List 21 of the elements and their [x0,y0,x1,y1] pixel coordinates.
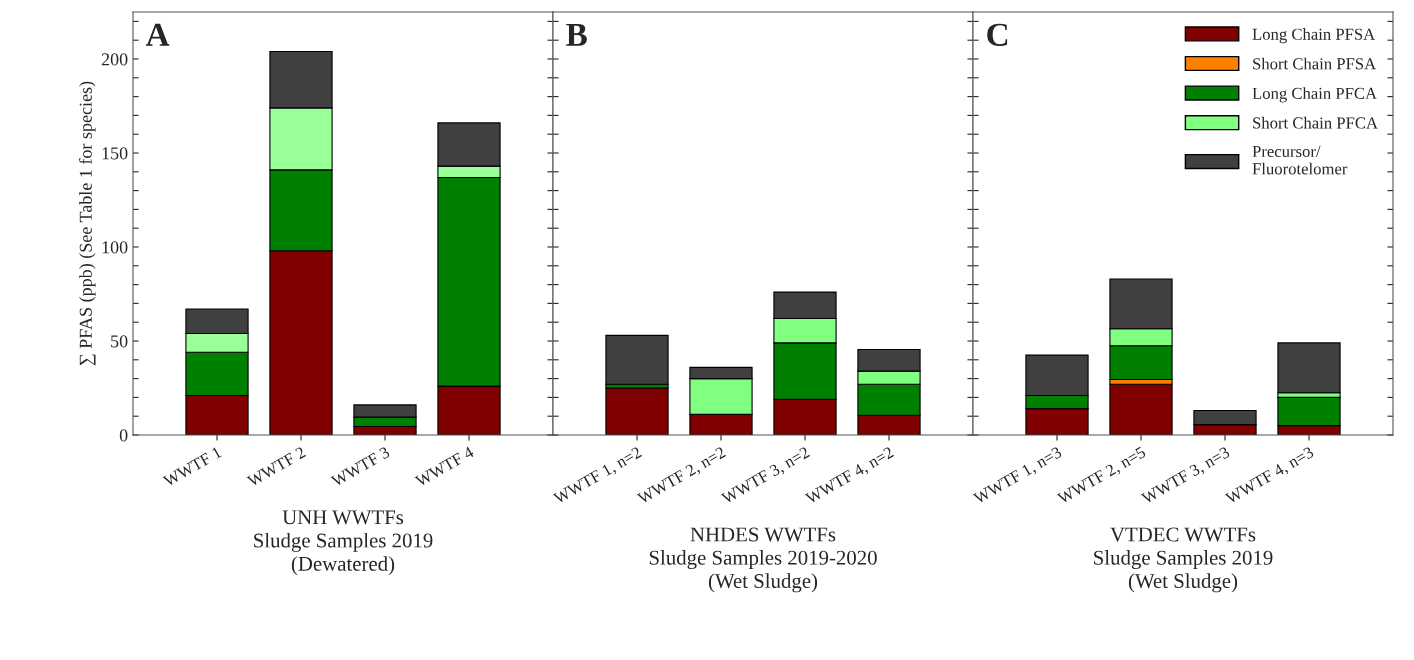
x-axis-title: UNH WWTFs Sludge Samples 2019 (Dewatered) [254,510,433,576]
legend-label: Long Chain PFSA [1252,28,1376,44]
y-tick-label: 100 [102,241,128,254]
legend-label: Precursor/ Fluorotelomer [1252,145,1348,175]
legend-label: Long Chain PFCA [1252,87,1377,103]
x-axis-title: NHDES WWTFs Sludge Samples 2019-2020 (Wet Sludge) [649,527,877,593]
bar [1277,342,1341,394]
y-tick-label: 50 [111,335,128,348]
bar [1109,383,1173,435]
bar [605,334,669,385]
y-tick-label: 150 [102,147,128,160]
annotation: A [145,23,170,46]
y-tick-label: 200 [101,53,128,66]
y-axis-title: ∑ PFAS (ppb) (See Table 1 for species) [78,81,96,366]
annotation: B [566,23,587,46]
x-axis-title: VTDEC WWTFs Sludge Samples 2019 (Wet Sludge) [1094,527,1273,593]
bar [605,387,669,435]
y-tick-label: 0 [119,429,128,442]
legend-label: Short Chain PFSA [1253,57,1377,70]
legend-label: Short Chain PFCA [1253,116,1378,129]
annotation: C [987,23,1008,47]
